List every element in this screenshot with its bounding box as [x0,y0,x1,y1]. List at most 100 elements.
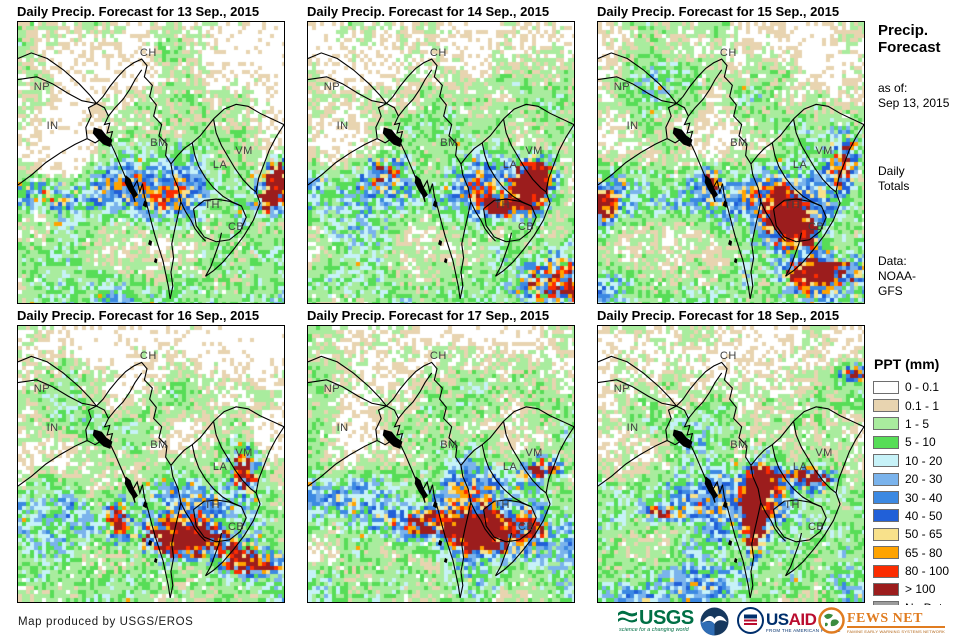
legend-row: 50 - 65 [873,525,967,543]
legend-swatch [873,546,899,560]
usgs-wordmark: USGS [639,607,694,629]
map-label-th: TH [204,499,221,512]
map-label-la: LA [792,159,808,172]
map-frame: CH NP IN BM VM LA TH CB [597,21,865,304]
country-borders [18,326,284,602]
fews-net-globe-icon [818,607,845,634]
map-panel: Daily Precip. Forecast for 14 Sep., 2015… [307,4,575,304]
map-label-la: LA [212,460,228,473]
usgs-tagline: science for a changing world [619,627,689,633]
totals-line2: Totals [878,179,910,193]
map-label-cb: CB [807,221,825,234]
legend-row: 10 - 20 [873,452,967,470]
map-label-in: IN [626,119,639,132]
country-borders [308,22,574,303]
legend-swatch [873,527,899,541]
legend-label: 30 - 40 [905,490,943,505]
panel-title: Daily Precip. Forecast for 16 Sep., 2015 [17,308,260,323]
usaid-tagline: FROM THE AMERICAN PEOPLE [766,628,841,633]
map-label-ch: CH [719,46,737,59]
map-label-vm: VM [525,145,543,158]
map-label-bm: BM [150,136,168,149]
country-borders [598,22,864,303]
legend-swatch [873,509,899,523]
data-source-line2: GFS [878,284,903,298]
map-label-th: TH [784,198,801,211]
legend-swatch [873,399,899,413]
fews-net-wordmark: FEWS NET FAMINE EARLY WARNING SYSTEMS NE… [847,611,946,634]
map-label-la: LA [502,159,518,172]
legend-row: 30 - 40 [873,488,967,506]
legend-rows: 0 - 0.1 0.1 - 1 1 - 5 5 - 10 10 - 20 20 - 30 3… [873,378,967,617]
data-label: Data: [878,254,907,268]
map-label-cb: CB [517,221,535,234]
as-of-date: Sep 13, 2015 [878,96,950,110]
map-label-bm: BM [440,136,458,149]
map-label-vm: VM [815,446,833,459]
map-label-vm: VM [525,446,543,459]
map-label-cb: CB [227,221,245,234]
sidebar-title-line1: Precip. [878,22,929,39]
map-label-th: TH [494,499,511,512]
usaid-aid-text: AID [788,610,817,629]
map-label-cb: CB [807,521,825,534]
map-panel: Daily Precip. Forecast for 15 Sep., 2015… [597,4,865,304]
legend-row: 0 - 0.1 [873,378,967,396]
map-label-np: NP [613,383,631,396]
map-label-vm: VM [235,446,253,459]
legend: PPT (mm) 0 - 0.1 0.1 - 1 1 - 5 5 - 10 10 - 2… [873,356,967,617]
map-label-np: NP [613,80,631,93]
legend-row: > 100 [873,580,967,598]
panel-title: Daily Precip. Forecast for 13 Sep., 2015 [17,4,260,19]
map-panel: Daily Precip. Forecast for 13 Sep., 2015… [17,4,285,304]
map-frame: CH NP IN BM VM LA TH CB [597,325,865,603]
map-label-la: LA [212,159,228,172]
map-label-ch: CH [429,350,447,363]
legend-swatch [873,435,899,449]
as-of-block: as of: Sep 13, 2015 [878,81,949,111]
map-label-np: NP [33,80,51,93]
legend-swatch [873,564,899,578]
daily-totals-block: Daily Totals [878,164,909,194]
legend-row: 40 - 50 [873,507,967,525]
map-label-bm: BM [440,438,458,451]
map-label-in: IN [336,119,349,132]
legend-label: 0 - 0.1 [905,380,940,395]
legend-row: 65 - 80 [873,544,967,562]
map-frame: CH NP IN BM VM LA TH CB [307,325,575,603]
panel-title: Daily Precip. Forecast for 18 Sep., 2015 [597,308,840,323]
fews-net-text: FEWS NET [847,611,946,628]
map-label-bm: BM [150,438,168,451]
legend-row: 20 - 30 [873,470,967,488]
map-label-np: NP [323,80,341,93]
map-label-th: TH [784,499,801,512]
legend-swatch [873,417,899,431]
country-borders [598,326,864,602]
map-label-la: LA [502,460,518,473]
panel-title: Daily Precip. Forecast for 17 Sep., 2015 [307,308,550,323]
map-label-np: NP [323,383,341,396]
legend-label: 1 - 5 [905,416,930,431]
map-label-bm: BM [730,438,748,451]
usaid-wordmark: USAID FROM THE AMERICAN PEOPLE [766,611,841,633]
map-label-ch: CH [719,350,737,363]
map-credit-text: Map produced by USGS/EROS [18,616,194,628]
map-frame: CH NP IN BM VM LA TH CB [307,21,575,304]
sidebar-title: Precip. Forecast [878,22,941,56]
map-label-bm: BM [730,136,748,149]
data-source-line1: NOAA- [878,269,917,283]
map-label-th: TH [204,198,221,211]
map-label-la: LA [792,460,808,473]
map-label-vm: VM [235,145,253,158]
legend-swatch [873,454,899,468]
legend-label: 0.1 - 1 [905,398,940,413]
sidebar-title-line2: Forecast [878,39,941,56]
totals-line1: Daily [878,164,905,178]
map-label-cb: CB [517,521,535,534]
legend-label: > 100 [905,582,936,597]
legend-label: 80 - 100 [905,564,950,579]
country-borders [18,22,284,303]
map-label-np: NP [33,383,51,396]
legend-swatch [873,380,899,394]
panel-title: Daily Precip. Forecast for 15 Sep., 2015 [597,4,840,19]
